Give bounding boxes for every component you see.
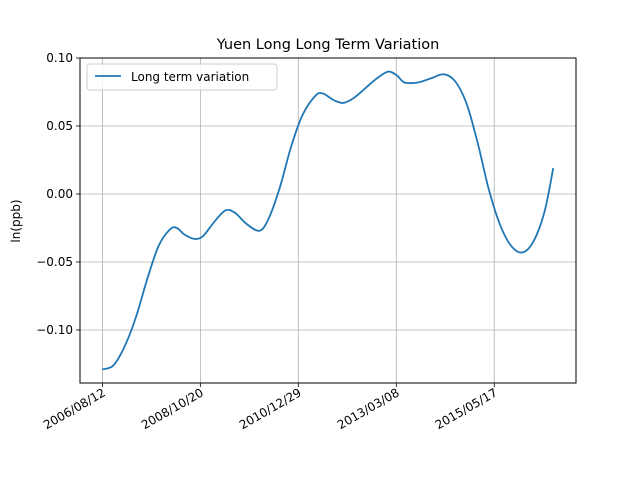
axis-ticks: 2006/08/12 2008/10/20 2010/12/29 2013/03/08…: [36, 51, 499, 432]
x-tick-label: 2013/03/08: [335, 385, 402, 432]
y-tick-label: 0.05: [46, 119, 73, 133]
y-tick-label: −0.05: [36, 255, 73, 269]
x-tick-label: 2015/05/17: [433, 385, 500, 432]
x-tick-label: 2008/10/20: [139, 385, 206, 432]
y-tick-label: −0.10: [36, 323, 73, 337]
legend-box: [86, 63, 278, 91]
legend: Long term variation: [86, 63, 278, 91]
legend-label: Long term variation: [131, 70, 249, 84]
x-tick-label: 2006/08/12: [41, 385, 108, 432]
y-tick-label: 0.10: [46, 51, 73, 65]
y-axis-label: ln(ppb): [9, 199, 23, 242]
x-tick-label: 2010/12/29: [237, 385, 304, 432]
grid-lines: [80, 57, 576, 383]
plot-area-frame: [79, 57, 577, 384]
series-line-0: [102, 70, 555, 371]
y-tick-label: 0.00: [46, 187, 73, 201]
chart-title: Yuen Long Long Term Variation: [216, 37, 440, 53]
series-layer: [102, 70, 555, 371]
